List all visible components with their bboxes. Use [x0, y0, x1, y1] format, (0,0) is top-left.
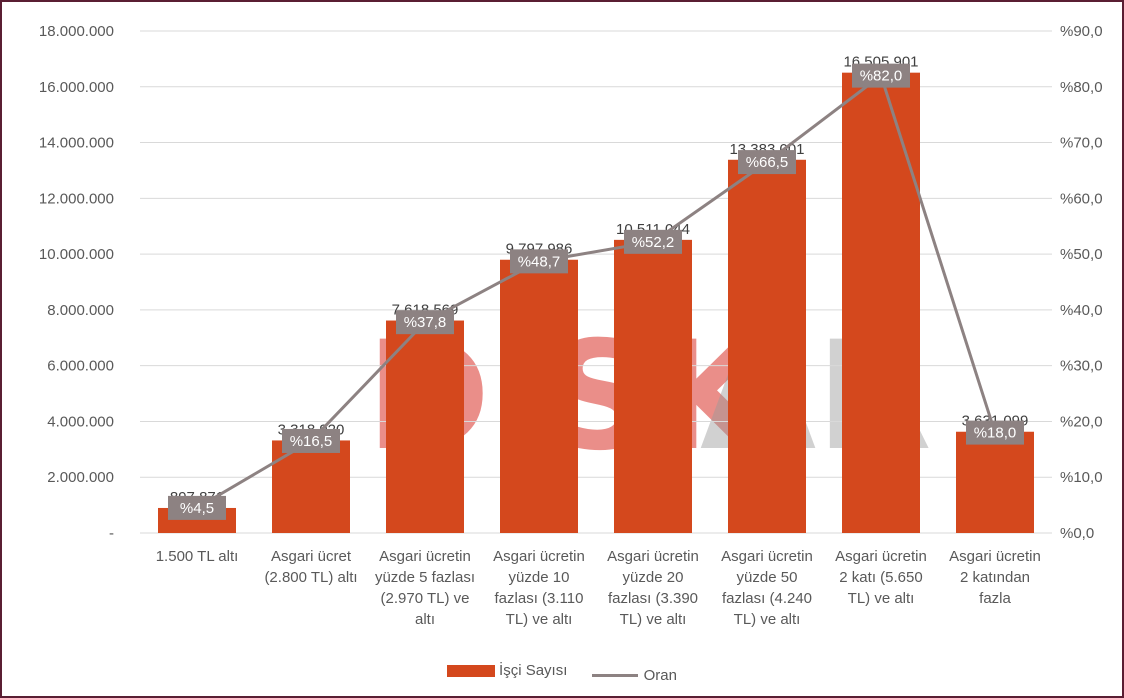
y-left-tick-label: 14.000.000 — [39, 135, 114, 152]
line-path — [196, 73, 997, 510]
y-right-tick-label: %50,0 — [1060, 246, 1103, 263]
x-category-line: fazlası (3.110 — [495, 590, 584, 607]
line-label-box — [396, 310, 454, 335]
y-right-tick-label: %0,0 — [1060, 525, 1094, 542]
x-category-line: TL) ve altı — [620, 611, 687, 628]
x-category-line: Asgari ücretin — [379, 548, 471, 565]
x-category-label: Asgari ücretin 2 katı (5.650 TL) ve altı — [835, 548, 927, 607]
y-right-tick-label: %90,0 — [1060, 23, 1103, 40]
y-left-tick-label: 8.000.000 — [47, 302, 114, 319]
x-category-label: Asgari ücretin yüzde 10 fazlası (3.110 TL) … — [493, 548, 585, 628]
line-label-box — [738, 150, 796, 175]
y-right-tick-label: %70,0 — [1060, 135, 1103, 152]
x-category-line: 2 katından — [960, 569, 1030, 586]
bar — [842, 72, 920, 533]
x-category-label: 1.500 TL altı — [156, 548, 239, 565]
y-left-tick-label: 6.000.000 — [47, 358, 114, 375]
legend-item-line: Oran — [591, 666, 677, 684]
legend-bar-swatch — [447, 664, 496, 677]
legend-label-bar: İşçi Sayısı — [499, 662, 568, 679]
line-value-label: %66,5 — [746, 154, 789, 171]
y-right-tick-label: %10,0 — [1060, 469, 1103, 486]
y-left-tick-label: 12.000.000 — [39, 190, 114, 207]
x-category-line: TL) ve altı — [734, 611, 801, 628]
x-category-line: 2 katı (5.650 — [839, 569, 922, 586]
y-left-tick-label: 10.000.000 — [39, 246, 114, 263]
x-category-line: yüzde 5 fazlası — [375, 569, 475, 586]
bar — [614, 239, 692, 534]
line-value-label: %48,7 — [518, 253, 561, 270]
x-category-line: fazlası (3.390 — [608, 590, 698, 607]
x-category-label: Asgari ücretin yüzde 50 fazlası (4.240 TL) … — [721, 548, 813, 628]
y-right-tick-label: %80,0 — [1060, 79, 1103, 96]
x-category-line: 1.500 TL altı — [156, 548, 239, 565]
y-left-tick-label: 18.000.000 — [39, 23, 114, 40]
line-label-box — [624, 229, 682, 254]
line-label-box — [282, 428, 340, 453]
bar — [956, 431, 1034, 533]
y-left-tick-label: 2.000.000 — [47, 469, 114, 486]
x-category-line: yüzde 50 — [737, 569, 798, 586]
x-category-line: TL) ve altı — [848, 590, 915, 607]
x-category-line: (2.970 TL) ve — [381, 590, 470, 607]
combo-chart: DİSK AR -2.000.0004.000.0006.000.0008.00… — [39, 23, 1103, 628]
line-label-box — [966, 420, 1024, 445]
y-left-tick-label: 16.000.000 — [39, 79, 114, 96]
line-value-label: %82,0 — [860, 68, 903, 85]
x-category-line: fazla — [979, 590, 1011, 607]
x-category-line: Asgari ücretin — [607, 548, 699, 565]
legend-item-bar: İşçi Sayısı — [447, 662, 567, 679]
bar-series — [158, 72, 1034, 534]
line-value-label: %4,5 — [180, 500, 214, 517]
line-value-label: %16,5 — [290, 433, 333, 450]
line-value-label: %52,2 — [632, 234, 675, 251]
bar — [272, 440, 350, 533]
x-category-line: (2.800 TL) altı — [264, 569, 357, 586]
y-left-tick-label: 4.000.000 — [47, 413, 114, 430]
x-category-line: TL) ve altı — [506, 611, 573, 628]
y-axis-right: %0,0 %10,0 %20,0 %30,0 %40,0 %50,0 %60,0 %70,0%… — [1060, 23, 1103, 542]
x-category-line: Asgari ücretin — [835, 548, 927, 565]
y-right-tick-label: %20,0 — [1060, 413, 1103, 430]
legend-line-swatch — [591, 673, 638, 677]
x-category-label: Asgari ücret (2.800 TL) altı — [264, 548, 357, 586]
line-value-label: %37,8 — [404, 314, 447, 331]
y-left-tick-label: - — [109, 525, 114, 542]
x-category-line: yüzde 10 — [509, 569, 570, 586]
line-series — [196, 73, 997, 510]
x-category-line: yüzde 20 — [623, 569, 684, 586]
y-right-tick-label: %60,0 — [1060, 190, 1103, 207]
x-category-label: Asgari ücretin yüzde 5 fazlası (2.970 TL) … — [375, 548, 475, 628]
bar — [500, 259, 578, 533]
x-category-line: Asgari ücret — [271, 548, 352, 565]
legend-label-line: Oran — [643, 666, 677, 684]
legend: İşçi Sayısı Oran — [0, 662, 1124, 684]
y-axis-left: - 2.000.000 4.000.000 6.000.000 8.000.000 10.… — [39, 23, 114, 542]
x-axis-categories: 1.500 TL altı Asgari ücret (2.800 TL) altı… — [156, 548, 1041, 628]
x-category-line: Asgari ücretin — [493, 548, 585, 565]
line-label-box — [852, 63, 910, 88]
y-right-tick-label: %40,0 — [1060, 302, 1103, 319]
line-label-box — [510, 249, 568, 274]
y-right-tick-label: %30,0 — [1060, 358, 1103, 375]
line-value-label: %18,0 — [974, 425, 1017, 442]
x-category-line: fazlası (4.240 — [722, 590, 812, 607]
line-label-box — [168, 495, 226, 520]
x-category-label: Asgari ücretin yüzde 20 fazlası (3.390 TL) … — [607, 548, 699, 628]
x-category-line: Asgari ücretin — [721, 548, 813, 565]
line-value-labels: %4,5 %16,5 %37,8 %48,7 %52,2 %66,5 %82,0 %18,0 — [168, 63, 1024, 520]
bar — [728, 159, 806, 533]
x-category-label: Asgari ücretin 2 katından fazla — [949, 548, 1041, 607]
x-category-line: Asgari ücretin — [949, 548, 1041, 565]
bar — [386, 320, 464, 533]
x-category-line: altı — [415, 611, 435, 628]
